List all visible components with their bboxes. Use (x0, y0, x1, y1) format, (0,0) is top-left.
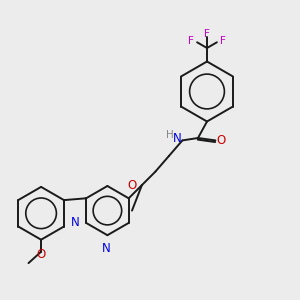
Text: F: F (220, 36, 226, 46)
Text: O: O (216, 134, 225, 147)
Text: N: N (71, 216, 80, 229)
Text: H: H (166, 130, 174, 140)
Text: O: O (37, 248, 46, 261)
Text: N: N (172, 132, 182, 146)
Text: F: F (188, 36, 194, 46)
Text: O: O (127, 179, 136, 192)
Text: F: F (204, 28, 210, 39)
Text: N: N (102, 242, 111, 255)
